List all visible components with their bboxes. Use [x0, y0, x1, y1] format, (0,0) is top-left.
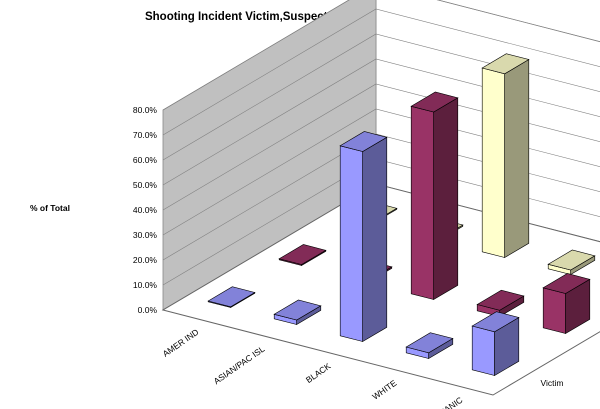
category-label: AMER IND [161, 327, 201, 359]
y-tick-label: 40.0% [133, 205, 158, 215]
y-tick-label: 60.0% [133, 155, 158, 165]
series-labels: VictimSuspectArrestee [541, 378, 564, 388]
bar-arrestee-black [481, 53, 530, 259]
y-axis-ticks: 0.0% 10.0% 20.0% 30.0% 40.0% 50.0% 60.0% 70.0% 8… [133, 105, 158, 315]
y-tick-label: 10.0% [133, 280, 158, 290]
category-label: WHITE [370, 378, 398, 402]
y-tick-label: 70.0% [133, 130, 158, 140]
category-label: ASIAN/PAC ISL [212, 344, 267, 387]
bar-victim-white [405, 332, 454, 360]
y-tick-label: 80.0% [133, 105, 158, 115]
y-tick-label: 50.0% [133, 180, 158, 190]
bar-suspect-amer-ind [278, 244, 327, 267]
gridline [162, 58, 600, 186]
bar-arrestee-white [547, 249, 596, 276]
gridline [162, 33, 600, 161]
gridlines [162, 0, 600, 286]
gridline [162, 83, 600, 211]
category-label: HISPANIC [426, 395, 464, 409]
bars [207, 53, 596, 377]
bar-victim-amer-ind [207, 286, 256, 309]
y-tick-label: 20.0% [133, 255, 158, 265]
gridline [162, 108, 600, 236]
bar-suspect-black [410, 91, 459, 301]
y-tick-label: 30.0% [133, 230, 158, 240]
bar-victim-hispanic [471, 311, 520, 377]
bar-suspect-hispanic [542, 273, 591, 335]
gridline [162, 8, 600, 136]
gridline [162, 0, 600, 111]
series-label-victim: Victim [541, 378, 564, 388]
category-label: BLACK [304, 361, 333, 385]
y-axis-label: % of Total [30, 203, 70, 213]
bar-victim-black [339, 131, 388, 343]
bar-victim-asian-pac-isl [273, 299, 322, 326]
gridline [162, 133, 600, 261]
y-tick-label: 0.0% [138, 305, 158, 315]
